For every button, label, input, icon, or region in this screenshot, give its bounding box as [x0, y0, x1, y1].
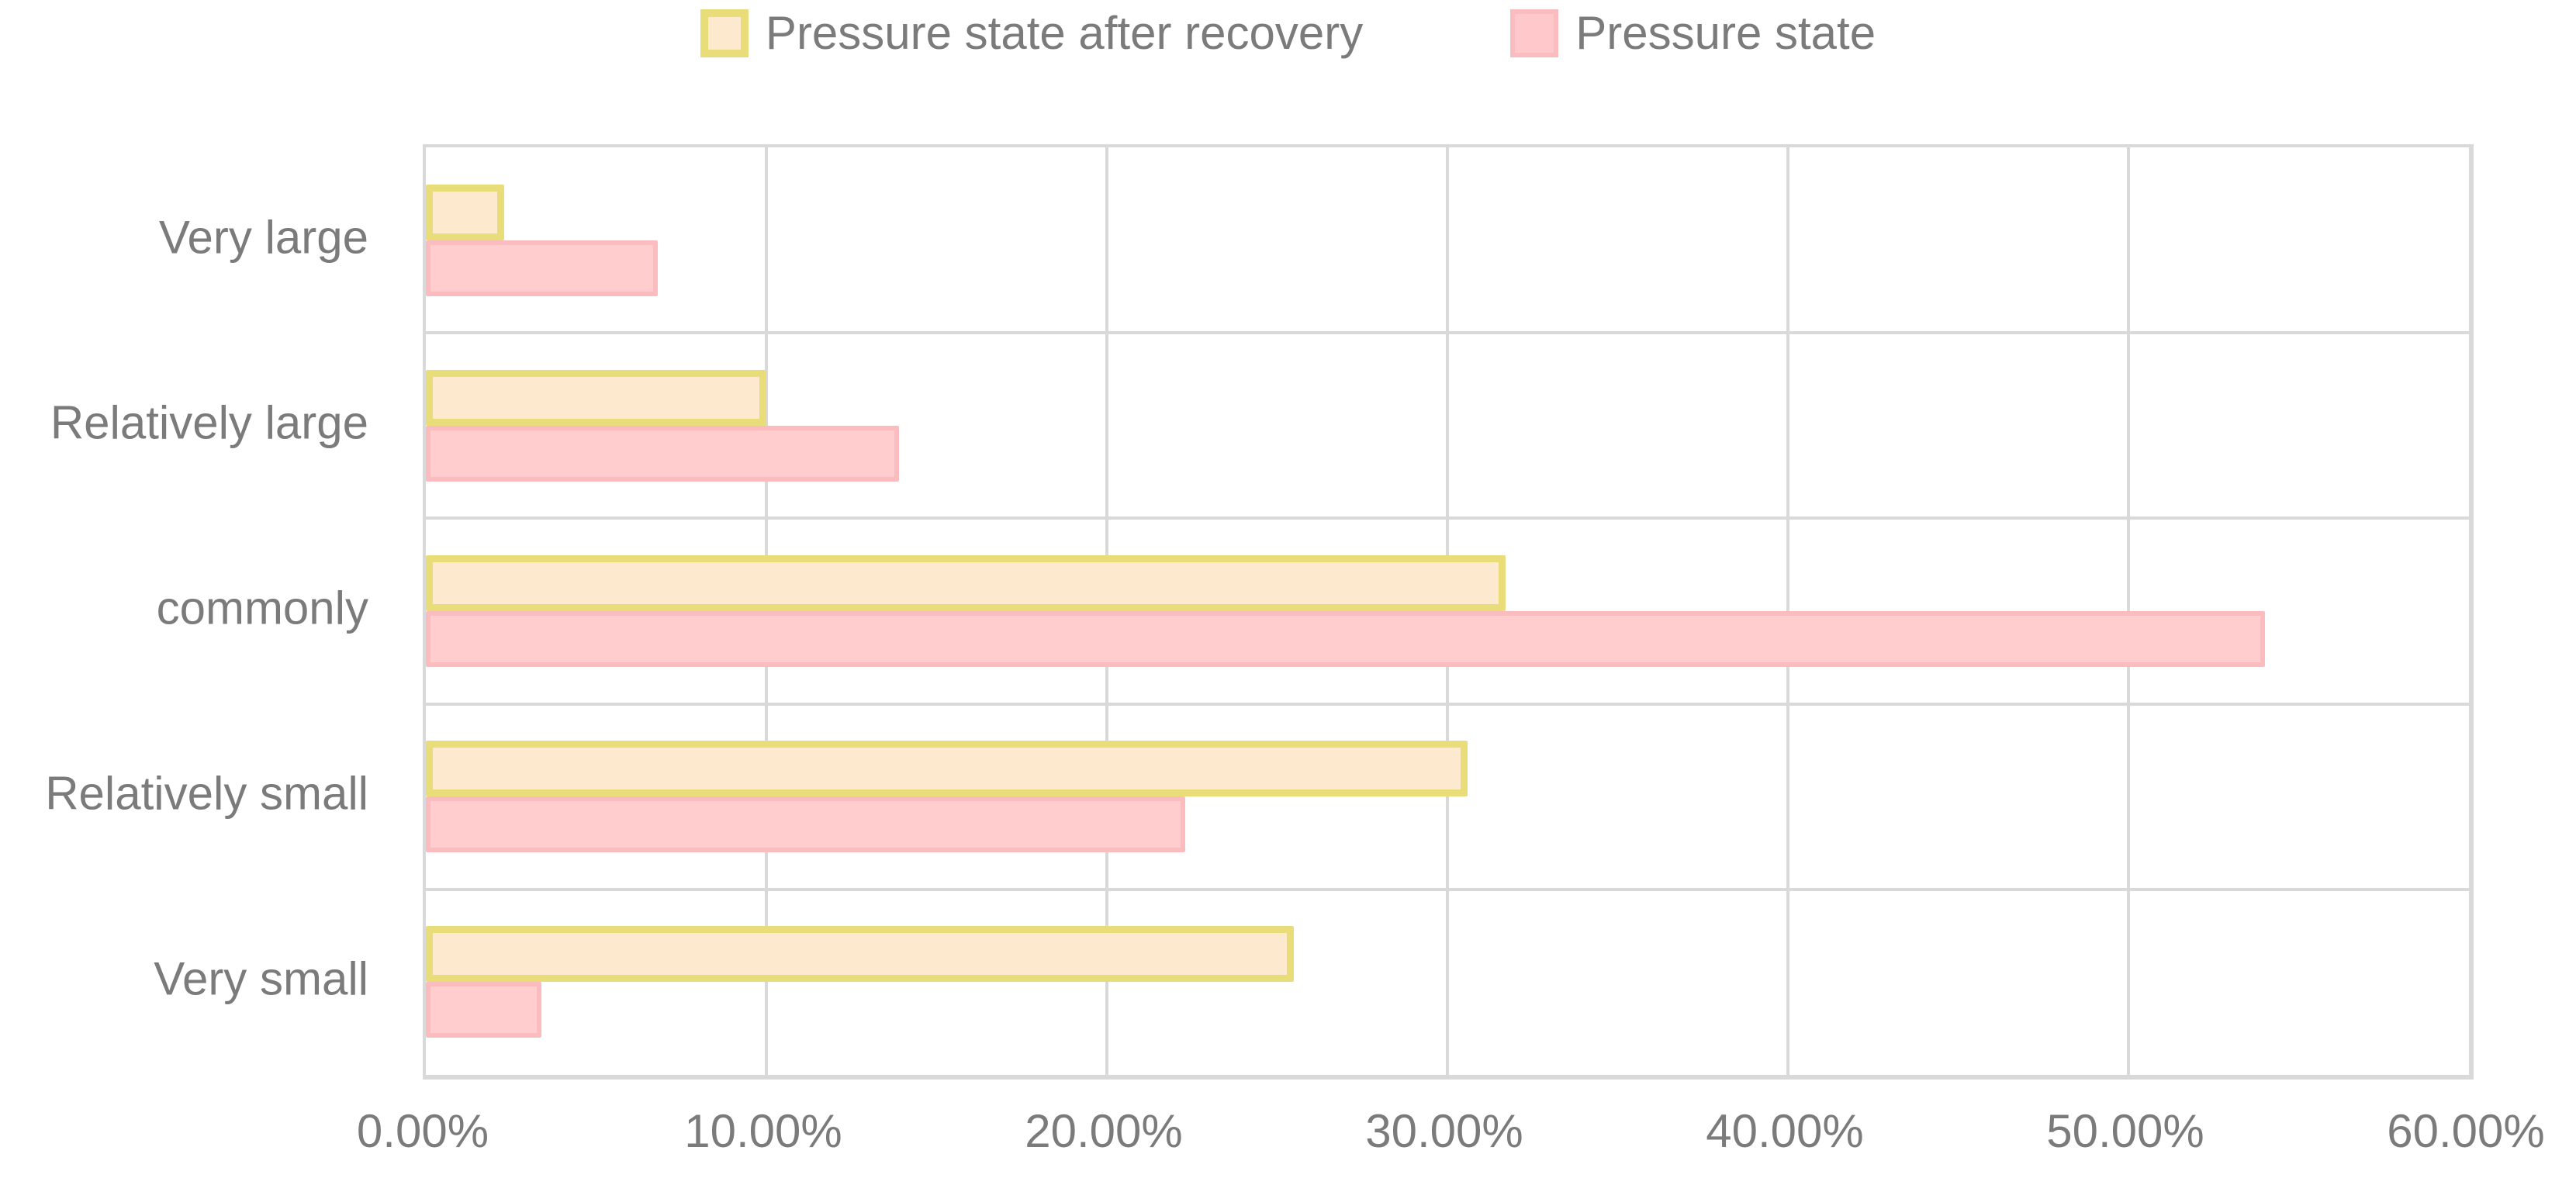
legend-swatch-state-icon	[1510, 9, 1559, 57]
horizontal-gridline	[426, 331, 2469, 335]
legend-label-recovery: Pressure state after recovery	[765, 7, 1364, 59]
bar-state	[426, 240, 658, 296]
category-label: Relatively large	[50, 396, 368, 449]
category-band	[426, 890, 2469, 1075]
bar-state	[426, 425, 900, 482]
x-tick-label: 20.00%	[1025, 1105, 1183, 1157]
bar-state	[426, 796, 1185, 853]
bar-state	[426, 610, 2265, 667]
category-label: Very large	[158, 211, 368, 264]
x-tick-label: 60.00%	[2387, 1105, 2545, 1157]
plot-area	[423, 144, 2474, 1080]
x-tick-label: 30.00%	[1365, 1105, 1523, 1157]
horizontal-gridline	[426, 887, 2469, 891]
category-label: commonly	[156, 582, 368, 634]
x-tick-label: 10.00%	[684, 1105, 842, 1157]
legend-item-state: Pressure state	[1510, 6, 1876, 60]
x-tick-label: 0.00%	[356, 1105, 489, 1157]
category-band	[426, 333, 2469, 518]
category-label: Very small	[154, 952, 368, 1005]
bar-recovery	[426, 554, 1506, 611]
category-band	[426, 147, 2469, 333]
x-tick-label: 50.00%	[2046, 1105, 2204, 1157]
x-tick-label: 40.00%	[1706, 1105, 1864, 1157]
legend-swatch-recovery-icon	[700, 9, 749, 57]
legend: Pressure state after recovery Pressure s…	[0, 6, 2576, 60]
bar-state	[426, 982, 542, 1038]
category-band	[426, 518, 2469, 703]
horizontal-gridline	[426, 516, 2469, 520]
legend-label-state: Pressure state	[1575, 7, 1876, 59]
legend-item-recovery: Pressure state after recovery	[700, 6, 1363, 60]
bar-recovery	[426, 741, 1468, 797]
bar-recovery	[426, 184, 504, 240]
bar-recovery	[426, 369, 766, 426]
category-label: Relatively small	[45, 767, 368, 820]
bar-recovery	[426, 926, 1295, 983]
horizontal-gridline	[426, 702, 2469, 706]
category-band	[426, 704, 2469, 890]
